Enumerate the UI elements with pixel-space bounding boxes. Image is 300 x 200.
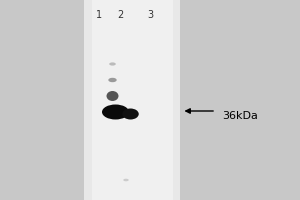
Ellipse shape xyxy=(108,78,117,82)
Ellipse shape xyxy=(102,104,129,119)
Ellipse shape xyxy=(122,108,139,119)
Text: 3: 3 xyxy=(147,10,153,20)
Ellipse shape xyxy=(109,62,116,66)
Bar xyxy=(92,0,172,200)
Ellipse shape xyxy=(106,91,119,101)
Text: 36kDa: 36kDa xyxy=(222,111,258,121)
Text: 2: 2 xyxy=(117,10,123,20)
Bar xyxy=(84,0,180,200)
Ellipse shape xyxy=(123,179,129,181)
Text: 1: 1 xyxy=(96,10,102,20)
